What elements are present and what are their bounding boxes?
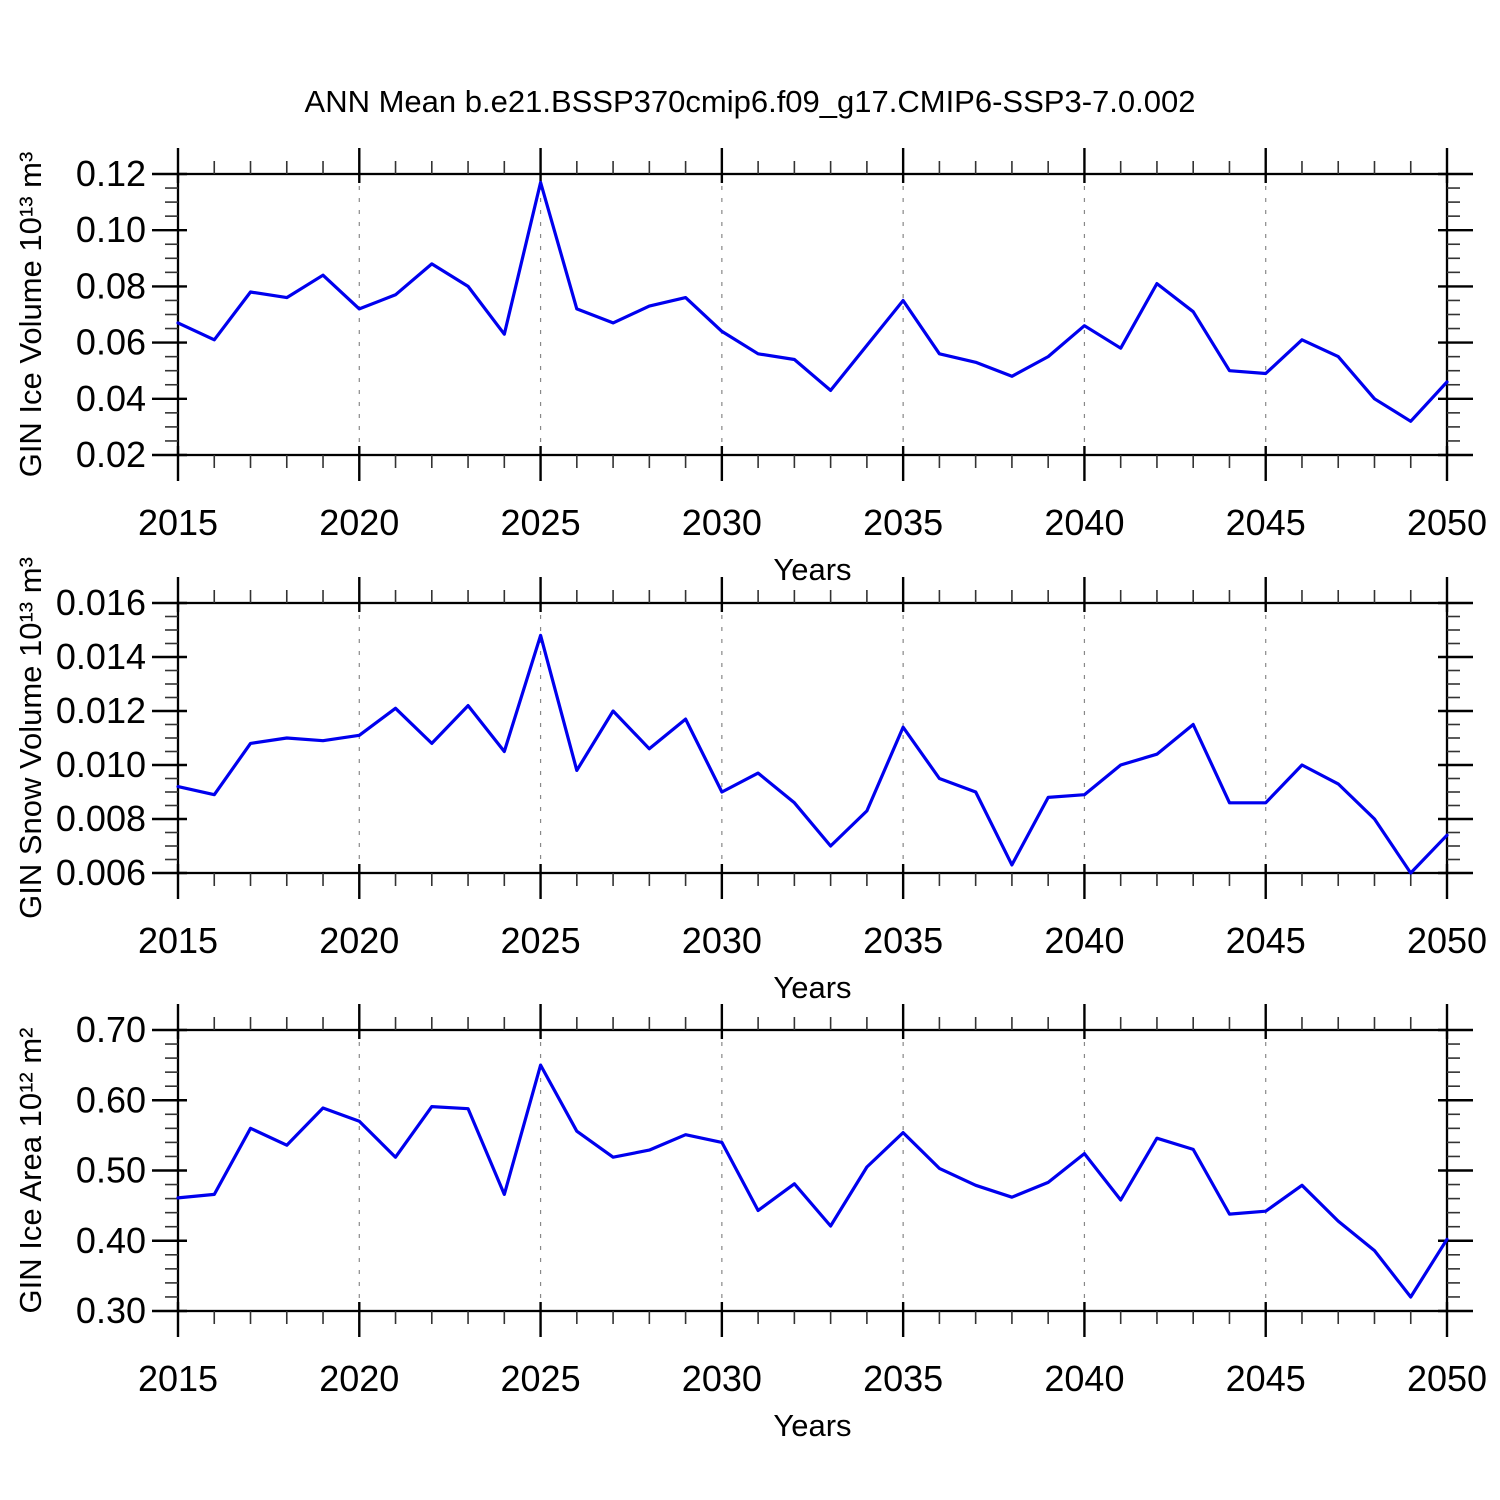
- y-tick-label: 0.50: [76, 1150, 146, 1191]
- x-tick-label: 2035: [863, 502, 943, 543]
- y-tick-labels: 0.02 0.04 0.06 0.08 0.10 0.12: [76, 153, 146, 475]
- y-tick-label: 0.30: [76, 1290, 146, 1331]
- minor-ticks: [165, 590, 1460, 886]
- y-tick-label: 0.70: [76, 1009, 146, 1050]
- x-tick-label: 2030: [682, 502, 762, 543]
- x-tick-label: 2020: [319, 1358, 399, 1399]
- frame: [176, 1028, 1449, 1313]
- x-tick-label: 2015: [138, 1358, 218, 1399]
- x-tick-label: 2040: [1044, 920, 1124, 961]
- x-tick-label: 2040: [1044, 1358, 1124, 1399]
- x-tick-label: 2045: [1226, 1358, 1306, 1399]
- x-tick-label: 2015: [138, 502, 218, 543]
- chart-title: ANN Mean b.e21.BSSP370cmip6.f09_g17.CMIP…: [305, 84, 1196, 119]
- y-tick-labels: 0.006 0.008 0.010 0.012 0.014 0.016: [56, 582, 146, 893]
- x-tick-label: 2020: [319, 920, 399, 961]
- x-tick-label: 2045: [1226, 502, 1306, 543]
- y-tick-label: 0.010: [56, 744, 146, 785]
- x-tick-label: 2025: [501, 502, 581, 543]
- x-tick-label: 2030: [682, 1358, 762, 1399]
- x-tick-labels: 2015 2020 2025 2030 2035 2040 2045 2050: [138, 1358, 1487, 1399]
- y-tick-label: 0.04: [76, 378, 146, 419]
- x-tick-label: 2050: [1407, 920, 1487, 961]
- minor-ticks: [165, 1017, 1460, 1324]
- x-tick-label: 2050: [1407, 502, 1487, 543]
- y-tick-label: 0.40: [76, 1220, 146, 1261]
- x-tick-label: 2035: [863, 920, 943, 961]
- x-tick-label: 2050: [1407, 1358, 1487, 1399]
- x-axis-label: Years: [773, 1408, 851, 1443]
- frame: [176, 172, 1449, 457]
- major-ticks: [152, 1004, 1473, 1337]
- gridlines: [358, 174, 1267, 455]
- y-axis-label: GIN Ice Area 10¹² m²: [13, 1028, 48, 1314]
- y-tick-label: 0.60: [76, 1079, 146, 1120]
- minor-ticks: [165, 161, 1460, 468]
- y-tick-label: 0.006: [56, 852, 146, 893]
- x-tick-label: 2015: [138, 920, 218, 961]
- panel-gin-snow-volume: 2015 2020 2025 2030 2035 2040 2045 20500.0060.0…: [13, 557, 1487, 1005]
- y-tick-labels: 0.30 0.40 0.50 0.60 0.70: [76, 1009, 146, 1331]
- x-tick-label: 2030: [682, 920, 762, 961]
- series-line: [176, 1063, 1449, 1299]
- x-axis-label: Years: [773, 552, 851, 587]
- y-tick-label: 0.012: [56, 690, 146, 731]
- major-ticks: [152, 577, 1473, 899]
- gridlines: [358, 603, 1267, 873]
- y-tick-label: 0.008: [56, 798, 146, 839]
- y-tick-label: 0.08: [76, 265, 146, 306]
- x-tick-label: 2025: [501, 920, 581, 961]
- x-tick-labels: 2015 2020 2025 2030 2035 2040 2045 2050: [138, 502, 1487, 543]
- x-tick-label: 2040: [1044, 502, 1124, 543]
- panel-gin-ice-volume: 2015 2020 2025 2030 2035 2040 2045 2050 0.02 0.04…: [13, 148, 1487, 587]
- x-tick-label: 2045: [1226, 920, 1306, 961]
- series-line: [176, 180, 1449, 423]
- y-tick-label: 0.014: [56, 636, 146, 677]
- x-axis-label: Years: [773, 970, 851, 1005]
- y-tick-label: 0.12: [76, 153, 146, 194]
- x-tick-labels: 2015 2020 2025 2030 2035 2040 2045 2050: [138, 920, 1487, 961]
- y-tick-label: 0.02: [76, 434, 146, 475]
- panels: 2015 2020 2025 2030 2035 2040 2045 2050 0.02 0.04…: [13, 148, 1487, 1443]
- y-tick-label: 0.06: [76, 322, 146, 363]
- frame: [176, 601, 1449, 875]
- series-line: [176, 633, 1449, 875]
- x-tick-label: 2020: [319, 502, 399, 543]
- panel-gin-ice-area: 2015 2020 2025 2030 2035 2040 2045 2050 0.30 0.40…: [13, 1004, 1487, 1443]
- y-axis-label: GIN Snow Volume 10¹³ m³: [13, 557, 48, 919]
- major-ticks: [152, 148, 1473, 481]
- y-tick-label: 0.016: [56, 582, 146, 623]
- y-tick-label: 0.10: [76, 209, 146, 250]
- y-axis-label: GIN Ice Volume 10¹³ m³: [13, 152, 48, 478]
- x-tick-label: 2025: [501, 1358, 581, 1399]
- x-tick-label: 2035: [863, 1358, 943, 1399]
